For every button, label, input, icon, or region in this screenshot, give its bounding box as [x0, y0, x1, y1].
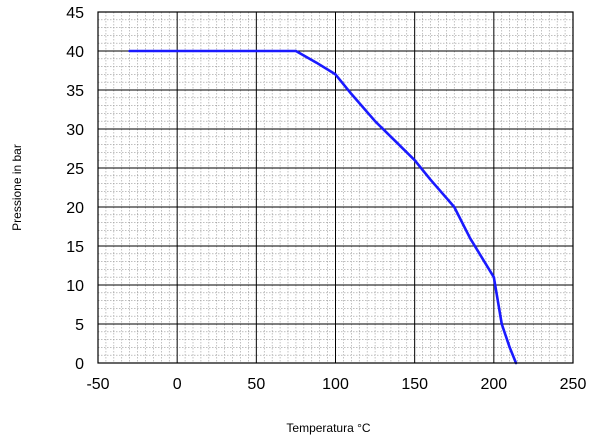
- y-tick-label: 15: [66, 239, 84, 256]
- x-tick-label: 150: [401, 376, 428, 393]
- x-tick-label: 250: [560, 376, 587, 393]
- grid: [97, 11, 574, 364]
- y-tick-label: 30: [66, 122, 84, 139]
- y-tick-label: 25: [66, 161, 84, 178]
- x-tick-label: -50: [86, 376, 109, 393]
- x-tick-label: 200: [480, 376, 507, 393]
- plot-area: [128, 49, 518, 365]
- y-axis-title: Pressione in bar: [10, 144, 24, 231]
- x-tick-label: 100: [322, 376, 349, 393]
- y-tick-label: 20: [66, 200, 84, 217]
- plot-frame: [97, 11, 574, 364]
- y-tick-label: 45: [66, 5, 84, 22]
- x-tick-label: 50: [247, 376, 265, 393]
- y-tick-label: 0: [75, 356, 84, 373]
- y-tick-label: 5: [75, 317, 84, 334]
- y-tick-label: 35: [66, 83, 84, 100]
- y-tick-label: 40: [66, 44, 84, 61]
- series-line-0: [128, 49, 518, 365]
- y-tick-label: 10: [66, 278, 84, 295]
- x-tick-label: 0: [173, 376, 182, 393]
- x-axis-title: Temperatura °C: [286, 421, 370, 435]
